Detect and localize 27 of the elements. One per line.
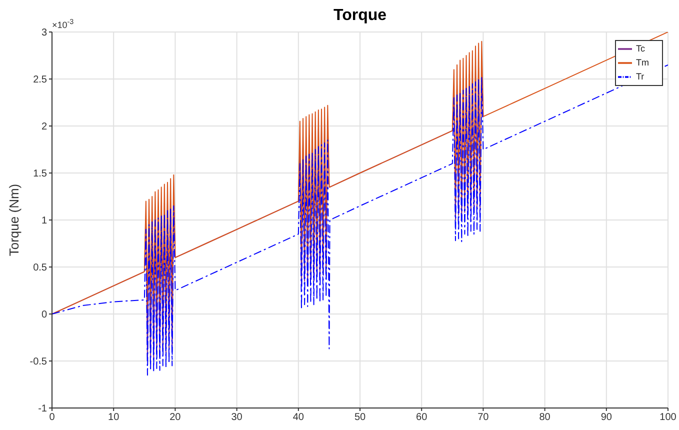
legend-label: Tm (636, 57, 649, 68)
x-tick-label: 20 (170, 412, 182, 424)
y-tick-label: 1.5 (33, 168, 48, 180)
x-tick-label: 60 (416, 412, 428, 424)
x-tick-label: 30 (231, 412, 243, 424)
y-tick-label: 2 (41, 122, 48, 133)
y-tick-label: 0.5 (33, 262, 48, 274)
y-tick-label: -1 (38, 404, 48, 415)
x-tick-label: 40 (292, 412, 304, 424)
x-tick-label: 50 (354, 412, 366, 424)
x-tick-label: 0 (49, 412, 56, 424)
chart-title: Torque (333, 7, 387, 24)
y-tick-label: 0 (41, 310, 48, 321)
text: ×10$^{-3}$ (52, 16, 74, 30)
x-tick-label: 100 (660, 412, 677, 424)
y-tick-label: 2.5 (33, 74, 48, 86)
y-tick-label: -0.5 (30, 356, 48, 368)
line-series (52, 64, 668, 376)
x-tick-label: 70 (478, 412, 490, 424)
x-tick-label: 10 (108, 412, 120, 424)
x-tick-label: 90 (600, 412, 612, 424)
legend-label: Tr (636, 71, 644, 82)
y-tick-label: 3 (41, 28, 48, 39)
y-tick-label: 1 (41, 216, 48, 227)
legend-label: Tc (636, 43, 645, 54)
y-axis-title: Torque (Nm) (6, 184, 22, 256)
x-tick-label: 80 (539, 412, 551, 424)
